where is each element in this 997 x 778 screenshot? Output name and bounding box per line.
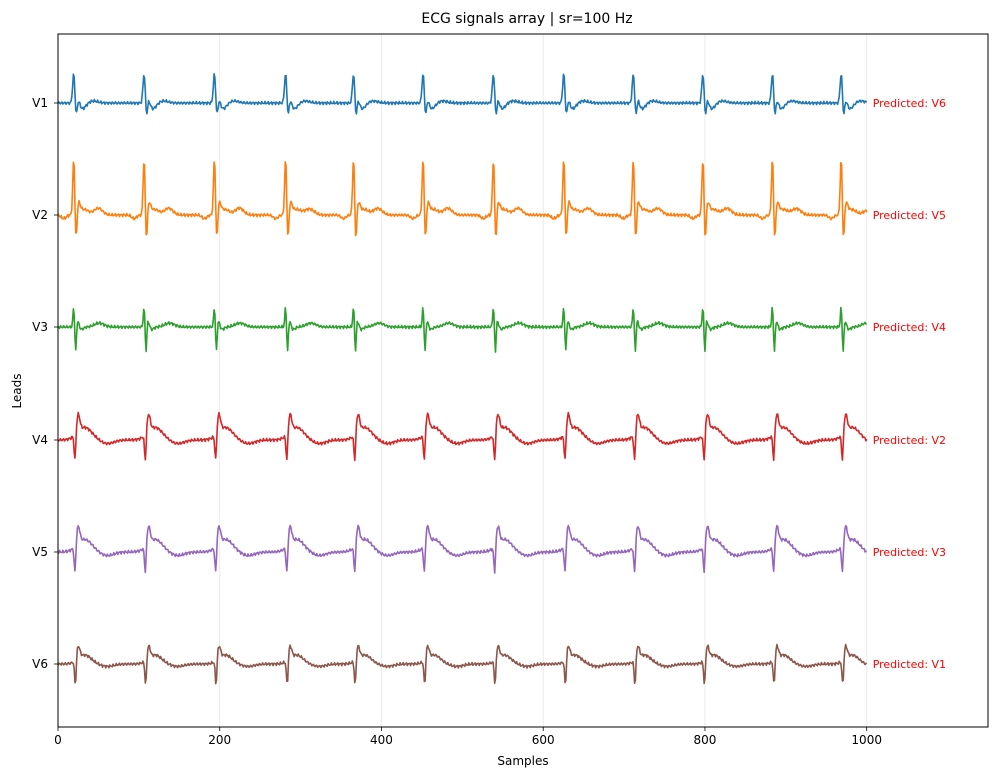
- x-tick-label: 1000: [851, 733, 882, 747]
- y-tick-label: V2: [32, 208, 48, 222]
- y-tick-label: V1: [32, 96, 48, 110]
- x-axis-label: Samples: [497, 754, 548, 768]
- y-axis-label: Leads: [10, 373, 24, 408]
- prediction-label-v4: Predicted: V2: [873, 434, 946, 447]
- x-tick-label: 600: [532, 733, 555, 747]
- series-line-v5: [57, 524, 867, 574]
- prediction-label-v2: Predicted: V5: [873, 209, 946, 222]
- y-tick-label: V6: [32, 657, 48, 671]
- prediction-label-v5: Predicted: V3: [873, 546, 946, 559]
- annotation-layer: Predicted: V6 Predicted: V5 Predicted: V4 P…: [873, 97, 946, 671]
- chart-title: ECG signals array | sr=100 Hz: [421, 11, 632, 27]
- series-line-v2: [57, 161, 868, 237]
- x-tick-label: 200: [208, 733, 231, 747]
- series-line-v3: [57, 306, 867, 353]
- x-tick-label: 800: [694, 733, 717, 747]
- series-line-v1: [57, 73, 868, 115]
- y-ticks: V1 V2 V3 V4 V5 V6: [32, 96, 58, 671]
- prediction-label-v3: Predicted: V4: [873, 321, 946, 334]
- prediction-label-v6: Predicted: V1: [873, 658, 946, 671]
- plot-frame: [57, 33, 989, 728]
- x-tick-label: 400: [370, 733, 393, 747]
- series-line-v4: [57, 411, 868, 462]
- y-tick-label: V4: [32, 433, 48, 447]
- y-tick-label: V5: [32, 545, 48, 559]
- prediction-label-v1: Predicted: V6: [873, 97, 946, 110]
- grid-layer: [219, 34, 868, 727]
- series-line-v6: [57, 643, 867, 685]
- series-layer: [57, 73, 868, 685]
- x-tick-label: 0: [54, 733, 62, 747]
- y-tick-label: V3: [32, 320, 48, 334]
- x-ticks: 0 200 400 600 800 1000: [54, 727, 882, 747]
